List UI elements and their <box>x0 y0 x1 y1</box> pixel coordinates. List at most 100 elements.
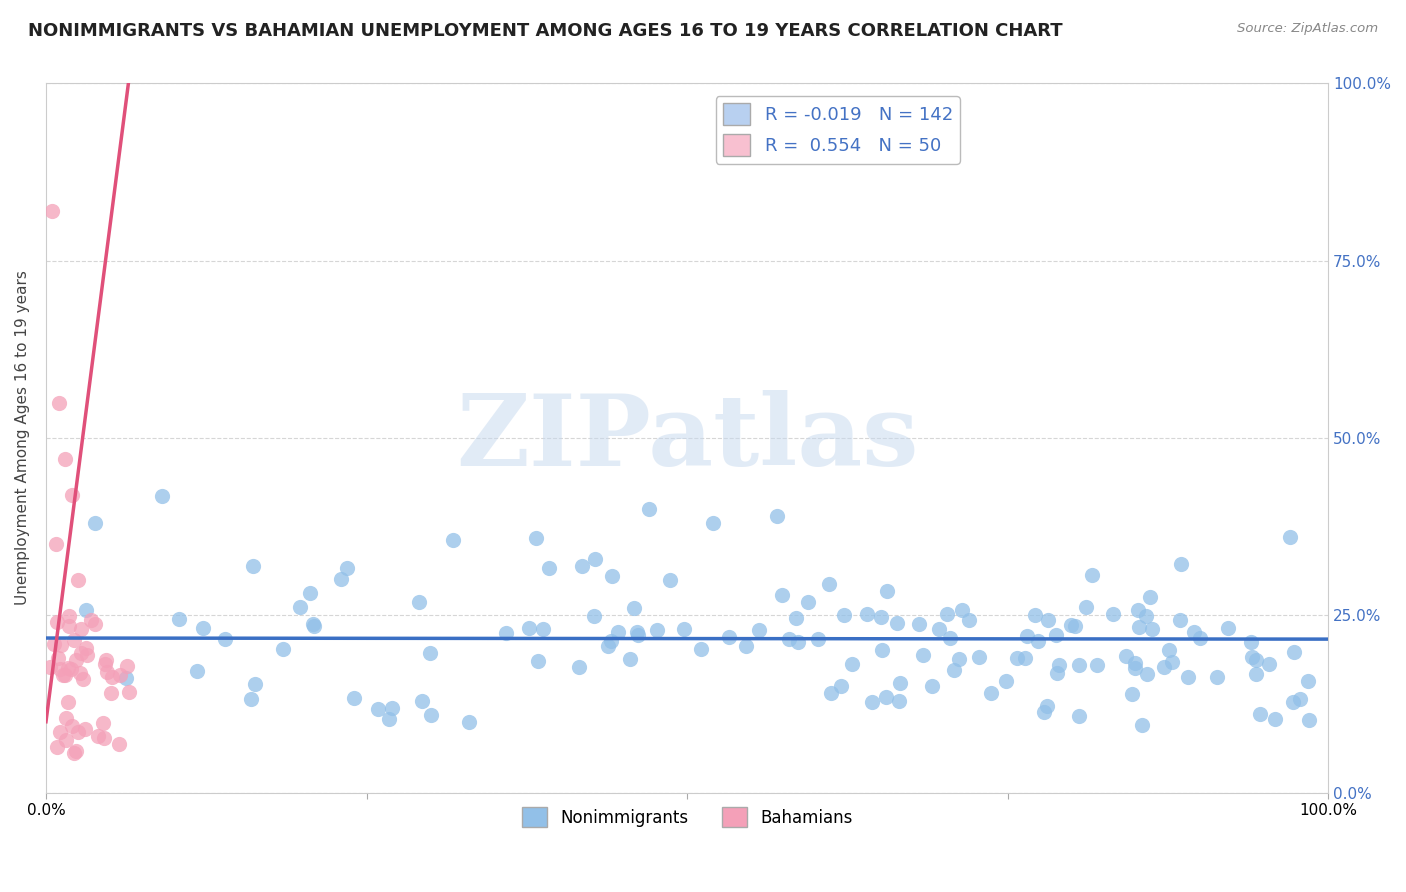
Text: ZIPatlas: ZIPatlas <box>456 390 918 486</box>
Point <box>889 676 911 690</box>
Point <box>807 632 830 646</box>
Point <box>1123 661 1146 675</box>
Point <box>66 573 89 587</box>
Point <box>83 516 105 531</box>
Point <box>117 685 139 699</box>
Legend: Nonimmigrants, Bahamians: Nonimmigrants, Bahamians <box>515 800 859 834</box>
Point <box>63 746 86 760</box>
Point <box>67 724 90 739</box>
Point <box>55 711 77 725</box>
Point <box>1024 607 1046 622</box>
Point <box>734 639 756 653</box>
Point <box>46 615 69 629</box>
Point <box>76 648 98 662</box>
Point <box>44 637 66 651</box>
Point <box>1121 687 1143 701</box>
Point <box>832 607 855 622</box>
Point <box>537 561 560 575</box>
Point <box>93 731 115 745</box>
Point <box>408 595 430 609</box>
Point <box>1182 624 1205 639</box>
Point <box>830 679 852 693</box>
Point <box>72 672 94 686</box>
Point <box>600 634 623 648</box>
Point <box>876 584 898 599</box>
Point <box>1298 713 1320 727</box>
Point <box>1281 695 1303 709</box>
Point <box>659 573 682 587</box>
Point <box>49 662 72 676</box>
Point <box>637 502 659 516</box>
Point <box>75 602 97 616</box>
Point <box>870 609 893 624</box>
Point <box>623 601 645 615</box>
Point <box>980 686 1002 700</box>
Point <box>1076 600 1098 615</box>
Point <box>411 693 433 707</box>
Point <box>1026 633 1049 648</box>
Point <box>46 651 69 665</box>
Point <box>58 661 80 675</box>
Point <box>950 602 973 616</box>
Point <box>191 621 214 635</box>
Point <box>69 666 91 681</box>
Point <box>60 488 83 502</box>
Point <box>1153 660 1175 674</box>
Point <box>645 623 668 637</box>
Point <box>568 659 591 673</box>
Point <box>672 622 695 636</box>
Point <box>818 577 841 591</box>
Point <box>1188 632 1211 646</box>
Point <box>1046 666 1069 681</box>
Point <box>367 701 389 715</box>
Point <box>304 619 326 633</box>
Point <box>73 722 96 736</box>
Point <box>1067 658 1090 673</box>
Point <box>948 651 970 665</box>
Point <box>1005 650 1028 665</box>
Point <box>1036 698 1059 713</box>
Point <box>1177 670 1199 684</box>
Text: NONIMMIGRANTS VS BAHAMIAN UNEMPLOYMENT AMONG AGES 16 TO 19 YEARS CORRELATION CHA: NONIMMIGRANTS VS BAHAMIAN UNEMPLOYMENT A… <box>28 22 1063 40</box>
Point <box>1130 718 1153 732</box>
Point <box>1015 629 1038 643</box>
Point <box>150 489 173 503</box>
Point <box>957 613 980 627</box>
Point <box>115 659 138 673</box>
Point <box>967 649 990 664</box>
Point <box>583 551 606 566</box>
Point <box>1085 657 1108 672</box>
Text: Source: ZipAtlas.com: Source: ZipAtlas.com <box>1237 22 1378 36</box>
Point <box>60 718 83 732</box>
Point <box>273 641 295 656</box>
Point <box>63 633 86 648</box>
Point <box>1101 607 1123 622</box>
Point <box>524 531 547 545</box>
Point <box>626 625 648 640</box>
Point <box>94 657 117 671</box>
Point <box>770 589 793 603</box>
Point <box>53 668 76 682</box>
Point <box>533 622 555 636</box>
Point <box>820 686 842 700</box>
Point <box>302 616 325 631</box>
Point <box>60 662 83 676</box>
Point <box>1249 706 1271 721</box>
Point <box>571 559 593 574</box>
Point <box>245 677 267 691</box>
Point <box>856 607 879 621</box>
Point <box>1216 621 1239 635</box>
Y-axis label: Unemployment Among Ages 16 to 19 years: Unemployment Among Ages 16 to 19 years <box>15 270 30 606</box>
Point <box>527 654 550 668</box>
Point <box>115 671 138 685</box>
Point <box>458 714 481 729</box>
Point <box>48 395 70 409</box>
Point <box>886 615 908 630</box>
Point <box>1067 708 1090 723</box>
Point <box>1289 692 1312 706</box>
Point <box>91 716 114 731</box>
Point <box>75 641 97 656</box>
Point <box>921 679 943 693</box>
Point <box>1264 712 1286 726</box>
Point <box>1064 618 1087 632</box>
